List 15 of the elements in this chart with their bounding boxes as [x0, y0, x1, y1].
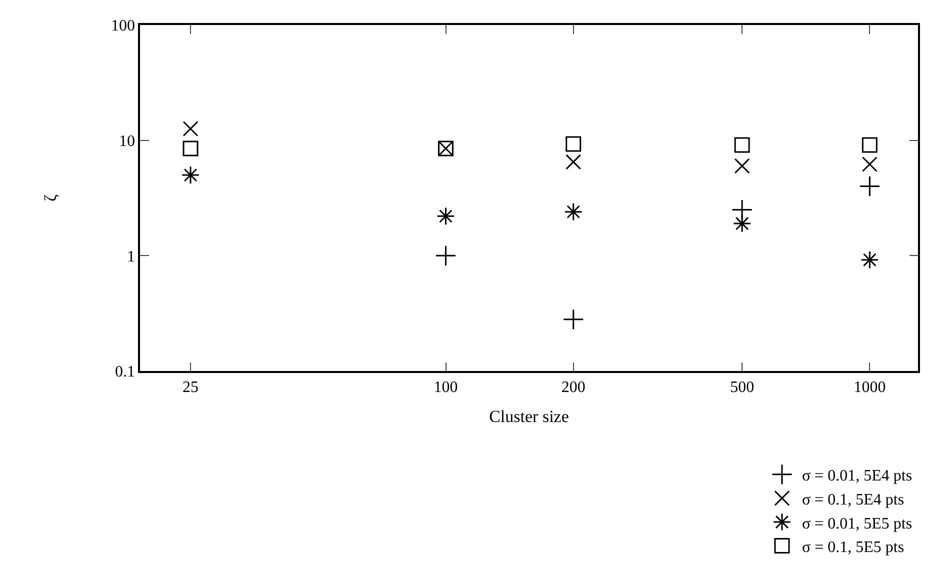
legend-label: σ = 0.1, 5E4 pts — [802, 491, 904, 508]
x-tick-label: 200 — [561, 378, 586, 396]
legend-label: σ = 0.1, 5E5 pts — [802, 539, 904, 556]
x-axis-title: Cluster size — [489, 406, 569, 426]
y-tick-label: 1 — [127, 248, 136, 266]
y-tick-label: 0.1 — [115, 364, 136, 381]
x-tick-label: 1000 — [854, 378, 886, 396]
y-tick-label: 100 — [111, 18, 136, 35]
y-tick-label: 10 — [119, 132, 136, 150]
legend-label: σ = 0.01, 5E4 pts — [802, 468, 912, 485]
x-tick-label: 25 — [182, 378, 199, 396]
x-tick-label: 500 — [730, 378, 754, 396]
x-tick-label: 100 — [434, 378, 458, 396]
legend-label: σ = 0.01, 5E5 pts — [802, 515, 912, 532]
y-axis-title: ζ — [41, 194, 60, 202]
